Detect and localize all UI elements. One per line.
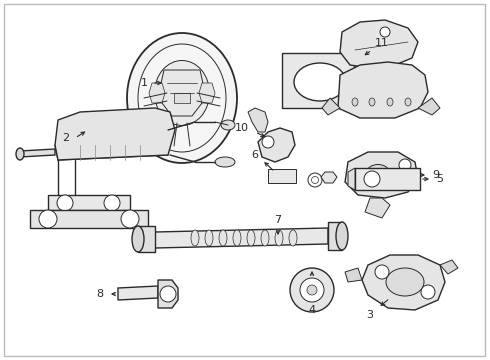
Bar [268, 169, 296, 183]
Bar [174, 93, 190, 103]
Polygon shape [55, 142, 168, 160]
Circle shape [307, 285, 317, 295]
Circle shape [300, 278, 324, 302]
Polygon shape [149, 83, 165, 103]
Circle shape [308, 173, 322, 187]
Polygon shape [365, 198, 390, 218]
Polygon shape [362, 255, 445, 310]
Text: 11: 11 [375, 38, 389, 48]
Ellipse shape [336, 222, 348, 250]
Circle shape [160, 286, 176, 302]
Circle shape [104, 195, 120, 211]
Ellipse shape [386, 268, 424, 296]
Ellipse shape [261, 230, 269, 246]
Ellipse shape [205, 230, 213, 246]
Ellipse shape [191, 230, 199, 246]
Ellipse shape [367, 165, 389, 180]
Text: 2: 2 [62, 133, 70, 143]
Ellipse shape [215, 157, 235, 167]
Ellipse shape [289, 230, 297, 246]
Ellipse shape [369, 98, 375, 106]
Text: 7: 7 [274, 215, 282, 225]
Polygon shape [322, 98, 340, 115]
Ellipse shape [154, 60, 210, 126]
Polygon shape [118, 286, 158, 300]
Polygon shape [321, 172, 337, 183]
Polygon shape [348, 168, 355, 190]
Ellipse shape [233, 230, 241, 246]
Text: 5: 5 [437, 174, 443, 184]
Circle shape [364, 171, 380, 187]
Polygon shape [158, 280, 178, 308]
Ellipse shape [352, 98, 358, 106]
Ellipse shape [219, 230, 227, 246]
Text: 8: 8 [97, 289, 103, 299]
Ellipse shape [138, 44, 226, 152]
Text: 9: 9 [433, 170, 440, 180]
Text: 6: 6 [251, 150, 259, 160]
Circle shape [262, 136, 274, 148]
Polygon shape [138, 226, 155, 252]
Ellipse shape [387, 98, 393, 106]
Circle shape [399, 159, 411, 171]
Ellipse shape [275, 230, 283, 246]
Ellipse shape [132, 226, 144, 252]
Polygon shape [440, 260, 458, 274]
Polygon shape [345, 268, 362, 282]
Polygon shape [338, 62, 428, 118]
Circle shape [290, 268, 334, 312]
Bar [282, 53, 354, 108]
Circle shape [121, 210, 139, 228]
Ellipse shape [221, 120, 235, 130]
Polygon shape [155, 228, 328, 248]
Text: 10: 10 [235, 123, 249, 133]
Circle shape [39, 210, 57, 228]
Polygon shape [30, 210, 148, 228]
Circle shape [375, 265, 389, 279]
Ellipse shape [127, 33, 237, 163]
Circle shape [57, 195, 73, 211]
Circle shape [421, 285, 435, 299]
Ellipse shape [247, 230, 255, 246]
Polygon shape [20, 149, 55, 157]
Text: 1: 1 [141, 78, 147, 88]
Polygon shape [55, 108, 175, 160]
Polygon shape [248, 108, 268, 132]
Polygon shape [328, 222, 342, 250]
Circle shape [312, 176, 318, 184]
Polygon shape [160, 70, 204, 116]
Polygon shape [418, 98, 440, 115]
Circle shape [380, 27, 390, 37]
Polygon shape [345, 152, 418, 198]
Polygon shape [199, 83, 215, 103]
Polygon shape [340, 20, 418, 68]
Bar [355, 168, 420, 190]
Text: 4: 4 [308, 305, 316, 315]
Ellipse shape [16, 148, 24, 160]
Ellipse shape [294, 63, 346, 101]
Ellipse shape [405, 98, 411, 106]
Polygon shape [48, 195, 130, 210]
Text: 3: 3 [367, 310, 373, 320]
Polygon shape [258, 128, 295, 162]
